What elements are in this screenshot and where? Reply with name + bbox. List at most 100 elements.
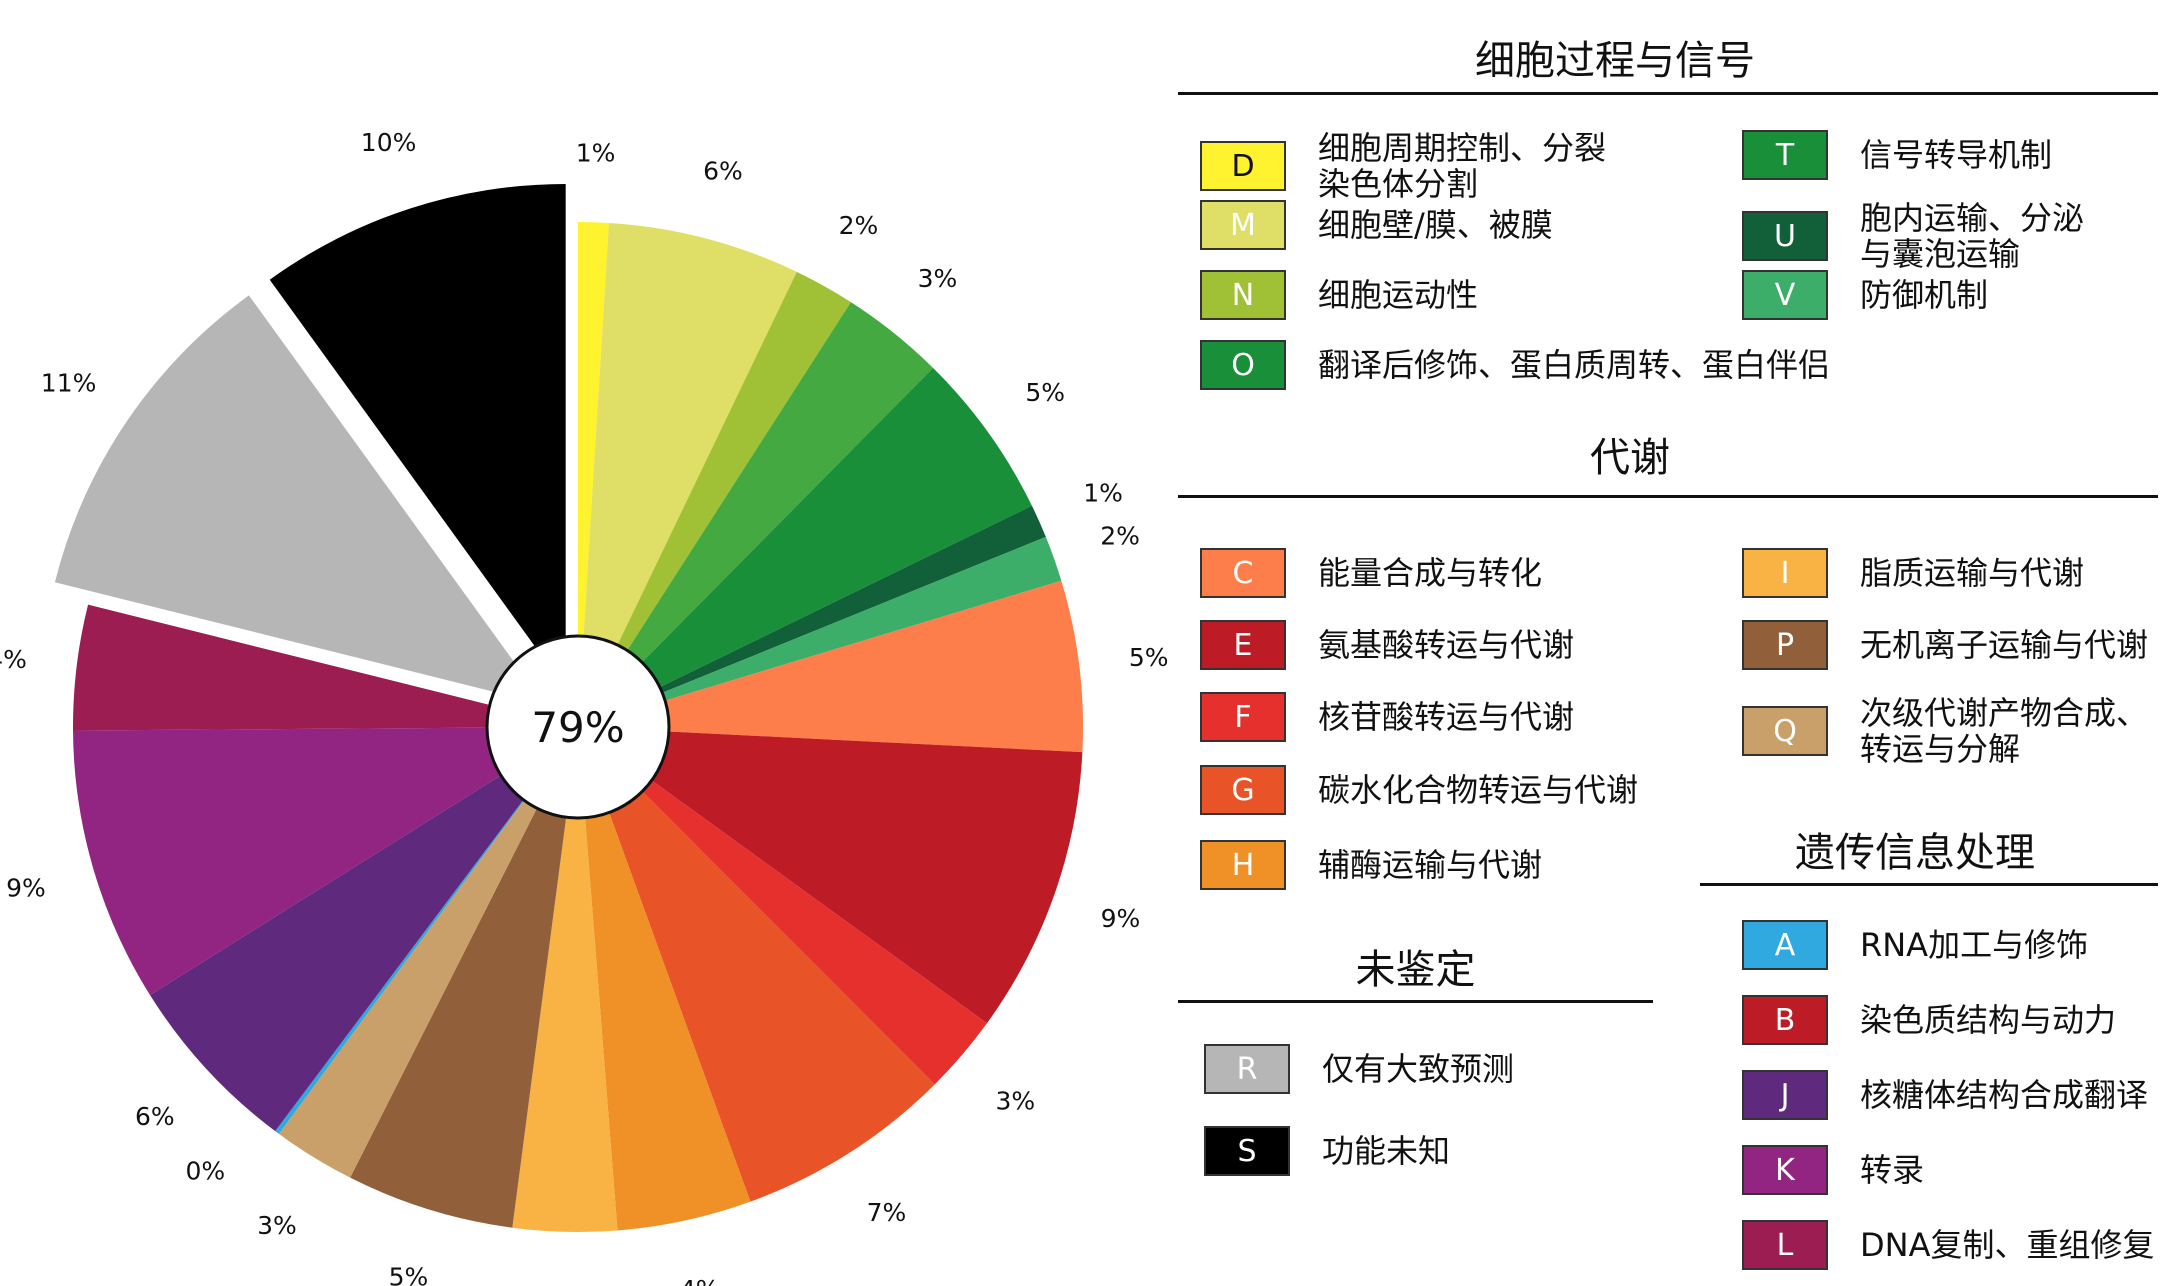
pie-slice-E: [578, 727, 1083, 1024]
legend-label-H: 辅酶运输与代谢: [1318, 846, 1543, 884]
pie-label-M: 6%: [703, 157, 743, 186]
pie-label-O: 5%: [1025, 378, 1065, 407]
pie-label-U: 1%: [1083, 479, 1123, 508]
legend-swatch-H: H: [1200, 840, 1286, 890]
pie-slice-I: [512, 727, 618, 1232]
pie-label-P: 5%: [389, 1262, 429, 1286]
pie-slice-P: [350, 727, 578, 1228]
legend-item-N: N 细胞运动性: [1200, 270, 1478, 320]
legend-item-L: L DNA复制、重组修复: [1742, 1220, 2154, 1270]
legend-label-L: DNA复制、重组修复: [1860, 1226, 2155, 1264]
pie-label-F: 3%: [995, 1086, 1035, 1115]
pie-slice-U: [578, 505, 1046, 727]
legend-title-genetic: 遗传信息处理: [1795, 830, 2035, 876]
pie-slice-S: [269, 183, 566, 689]
legend-label-V: 防御机制: [1860, 276, 1989, 314]
legend-rule-metabolism: [1178, 495, 2158, 498]
legend-label-P: 无机离子运输与代谢: [1860, 626, 2149, 664]
pie-slice-N: [578, 271, 851, 727]
pie-slice-G: [578, 727, 935, 1202]
legend-swatch-J: J: [1742, 1070, 1828, 1120]
legend-label-T: 信号转导机制: [1860, 136, 2053, 174]
legend-rule-genetic: [1700, 883, 2158, 886]
legend-label-R: 仅有大致预测: [1322, 1050, 1515, 1088]
pie-slice-H: [578, 727, 751, 1231]
legend-label-S: 功能未知: [1322, 1132, 1451, 1170]
pie-slice-J: [149, 727, 578, 1132]
legend-item-J: J 核糖体结构合成翻译: [1742, 1070, 2148, 1120]
legend-item-T: T 信号转导机制: [1742, 130, 2052, 180]
legend-label-C: 能量合成与转化: [1318, 554, 1543, 592]
legend-label-O: 翻译后修饰、蛋白质周转、蛋白伴侣: [1318, 346, 1831, 384]
legend-item-Q: Q 次级代谢产物合成、 转运与分解: [1742, 695, 2148, 767]
legend-swatch-G: G: [1200, 765, 1286, 815]
pie-label-C: 5%: [1129, 643, 1169, 672]
pie-label-R: 11%: [41, 368, 97, 397]
pie-label-D: 1%: [576, 138, 616, 167]
pie-label-H: 4%: [680, 1275, 720, 1286]
pie-label-J: 6%: [135, 1102, 175, 1131]
pie-chart: 1%6%2%3%5%1%2%5%9%3%7%4%3%5%3%0%6%9%4%11…: [0, 128, 1169, 1286]
legend-item-E: E 氨基酸转运与代谢: [1200, 620, 1574, 670]
pie-label-Q: 3%: [257, 1211, 297, 1240]
pie-slice-R: [54, 295, 545, 705]
pie-label-N: 2%: [839, 211, 879, 240]
legend-label-J: 核糖体结构合成翻译: [1860, 1076, 2149, 1114]
legend-label-N: 细胞运动性: [1318, 276, 1479, 314]
pie-slice-T: [578, 302, 934, 727]
legend-label-G: 碳水化合物转运与代谢: [1318, 771, 1639, 809]
legend-item-C: C 能量合成与转化: [1200, 548, 1542, 598]
pie-slice-V: [578, 536, 1062, 727]
legend-item-I: I 脂质运输与代谢: [1742, 548, 2084, 598]
legend-label-E: 氨基酸转运与代谢: [1318, 626, 1575, 664]
pie-slice-M: [578, 222, 797, 727]
legend-title-cellular: 细胞过程与信号: [1475, 38, 1755, 84]
center-label: 79%: [531, 703, 624, 752]
legend-swatch-T: T: [1742, 130, 1828, 180]
legend-swatch-U: U: [1742, 211, 1828, 261]
pie-label-S: 10%: [361, 128, 417, 157]
center-circle: [485, 634, 671, 820]
pie-label-K: 9%: [6, 874, 46, 903]
legend-item-H: H 辅酶运输与代谢: [1200, 840, 1542, 890]
legend-swatch-E: E: [1200, 620, 1286, 670]
legend-label-M: 细胞壁/膜、被膜: [1318, 206, 1553, 244]
legend-item-B: B 染色质结构与动力: [1742, 995, 2116, 1045]
legend-item-M: M 细胞壁/膜、被膜: [1200, 200, 1553, 250]
legend-label-I: 脂质运输与代谢: [1860, 554, 2085, 592]
pie-label-T: 3%: [918, 264, 958, 293]
legend-label-K: 转录: [1860, 1151, 1925, 1189]
pie-slice-L: [73, 604, 578, 731]
pie-slice-F: [578, 727, 987, 1085]
pie-slice-K: [73, 727, 578, 995]
legend-rule-unknown: [1178, 1000, 1653, 1003]
legend-swatch-A: A: [1742, 920, 1828, 970]
legend-swatch-C: C: [1200, 548, 1286, 598]
legend-swatch-R: R: [1204, 1044, 1290, 1094]
legend-item-U: U 胞内运输、分泌 与囊泡运输: [1742, 200, 2084, 272]
pie-label-E: 9%: [1101, 904, 1141, 933]
legend-swatch-L: L: [1742, 1220, 1828, 1270]
legend-label-Q: 次级代谢产物合成、 转运与分解: [1860, 694, 2149, 768]
pie-slice-C: [578, 580, 1083, 753]
legend-label-D: 细胞周期控制、分裂 染色体分割: [1318, 129, 1607, 203]
pie-slice-Q: [278, 727, 578, 1178]
legend-item-K: K 转录: [1742, 1145, 1924, 1195]
legend-title-unknown: 未鉴定: [1355, 947, 1476, 993]
pie-slice-O: [578, 367, 1032, 727]
legend-swatch-I: I: [1742, 548, 1828, 598]
legend-swatch-N: N: [1200, 270, 1286, 320]
legend-swatch-S: S: [1204, 1126, 1290, 1176]
pie-label-A: 0%: [185, 1157, 225, 1186]
legend-item-D: D 细胞周期控制、分裂 染色体分割: [1200, 130, 1606, 202]
legend-item-S: S 功能未知: [1204, 1126, 1450, 1176]
pie-slices: [54, 183, 1083, 1232]
legend-item-G: G 碳水化合物转运与代谢: [1200, 765, 1638, 815]
legend-item-A: A RNA加工与修饰: [1742, 920, 2088, 970]
legend-swatch-F: F: [1200, 692, 1286, 742]
legend-item-V: V 防御机制: [1742, 270, 1988, 320]
legend-label-F: 核苷酸转运与代谢: [1318, 698, 1575, 736]
pie-slice-A: [275, 727, 578, 1134]
pie-percent-labels: 1%6%2%3%5%1%2%5%9%3%7%4%3%5%3%0%6%9%4%11…: [0, 128, 1169, 1286]
legend-swatch-K: K: [1742, 1145, 1828, 1195]
